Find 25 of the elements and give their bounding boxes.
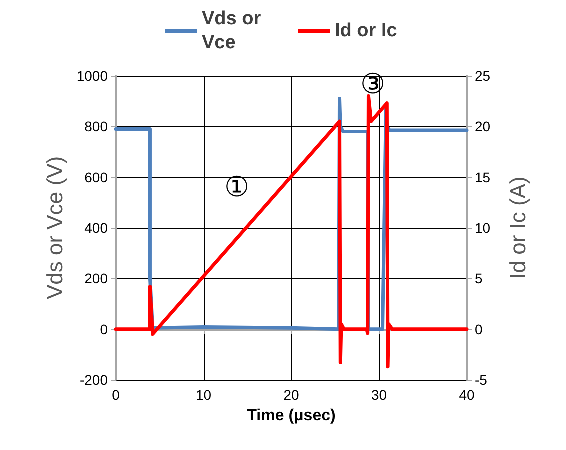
- y2-tick-label: 25: [475, 68, 491, 84]
- x-tick-label: 40: [459, 387, 475, 403]
- y2-tick-label: 0: [475, 321, 483, 338]
- y-tick-label: -200: [80, 372, 108, 388]
- y2-axis-title: Id or Ic (A): [506, 176, 530, 280]
- y-tick-label: 0: [100, 321, 108, 338]
- y2-tick-label: 15: [475, 169, 491, 186]
- y-tick-label: 400: [84, 220, 108, 236]
- x-tick-label: 10: [196, 387, 212, 403]
- x-axis-title: Time (μsec): [247, 408, 336, 424]
- y2-tick-label: 20: [475, 118, 491, 135]
- y2-tick-label: 10: [475, 220, 491, 236]
- legend-label: Vds or Vce: [202, 8, 266, 54]
- x-tick-label: 0: [112, 387, 120, 403]
- y2-tick-label: 5: [475, 270, 483, 287]
- y-tick-label: 1000: [76, 68, 108, 84]
- y2-tick-label: -5: [475, 372, 488, 388]
- x-tick-label: 30: [371, 387, 388, 403]
- y-tick-label: 200: [84, 270, 108, 287]
- x-tick-label: 20: [284, 387, 300, 403]
- legend-label: Id or Ic: [335, 20, 398, 42]
- annotation: ①: [224, 172, 250, 202]
- y-axis-title: Vds or Vce (V): [42, 156, 68, 300]
- y-tick-label: 600: [84, 169, 108, 186]
- y-tick-label: 800: [84, 118, 108, 135]
